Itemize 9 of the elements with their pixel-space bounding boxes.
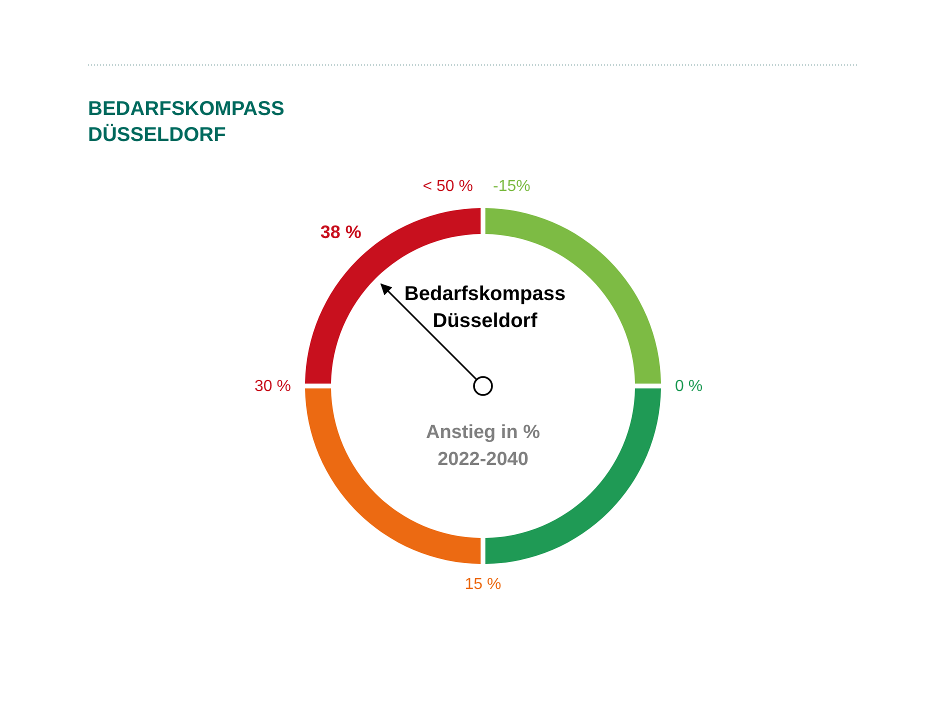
text: 38 %	[320, 222, 362, 242]
text: Bedarfskompass Düsseldorf	[404, 283, 566, 332]
slice-label: 0 %	[675, 378, 703, 395]
slice-label: 30 %	[254, 378, 291, 395]
chart-title: BEDARFSKOMPASS DÜSSELDORF	[88, 98, 284, 146]
slice-label: 15 %	[464, 576, 502, 593]
text: < 50 %	[422, 178, 473, 195]
slice-label: -15%	[493, 178, 530, 195]
text: Anstieg in % 2022-2040	[426, 422, 540, 470]
